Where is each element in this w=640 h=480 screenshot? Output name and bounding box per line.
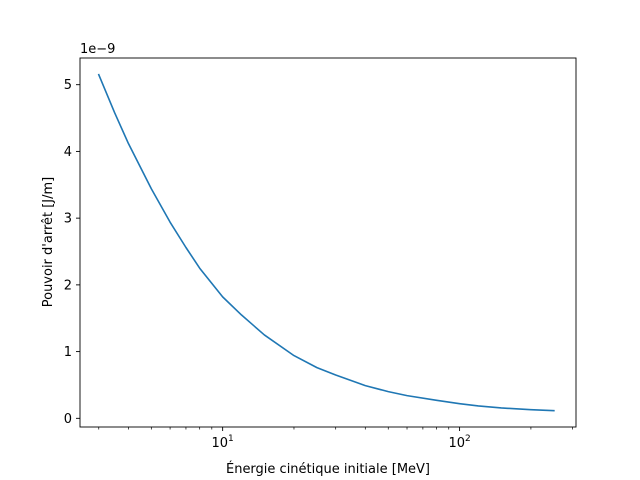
y-axis-label: Pouvoir d'arrêt [J/m]	[41, 177, 56, 308]
x-tick-label: 102	[448, 434, 470, 451]
axes-frame	[79, 57, 577, 428]
y-tick-label: 5	[64, 78, 72, 93]
axis-labels: Énergie cinétique initiale [MeV] Pouvoir…	[41, 42, 430, 477]
series-line-0	[97, 73, 555, 412]
y-axis-offset-text: 1e−9	[80, 42, 115, 57]
y-tick-label: 1	[64, 345, 72, 360]
y-tick-label: 3	[64, 212, 72, 227]
y-tick-label: 0	[64, 412, 72, 427]
y-tick-label: 4	[64, 145, 72, 160]
y-tick-label: 2	[64, 278, 72, 293]
axis-ticks: 0 1 2 3 4 5 101 102	[64, 78, 573, 451]
x-tick-label: 101	[212, 434, 234, 451]
x-axis-label: Énergie cinétique initiale [MeV]	[226, 461, 430, 477]
plot-area	[79, 57, 577, 428]
